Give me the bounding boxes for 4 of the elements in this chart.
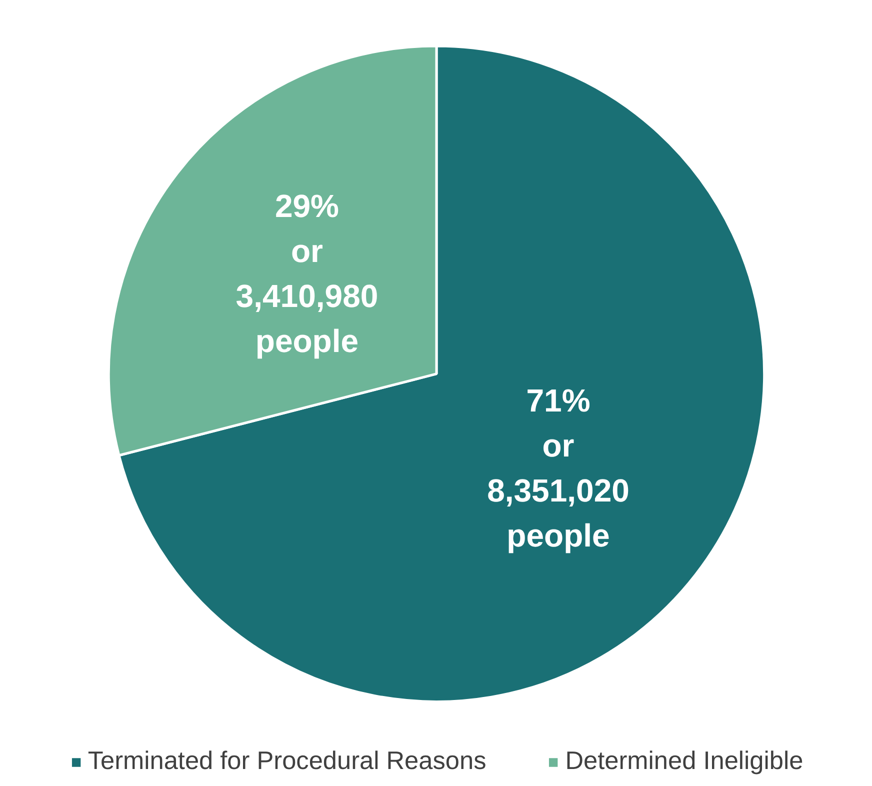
data-label: 29% or 3,410,980 people (236, 188, 378, 359)
data-label: 71% or 8,351,020 people (487, 382, 630, 554)
legend-label: Determined Ineligible (565, 747, 804, 776)
legend-label: Terminated for Procedural Reasons (88, 747, 486, 776)
